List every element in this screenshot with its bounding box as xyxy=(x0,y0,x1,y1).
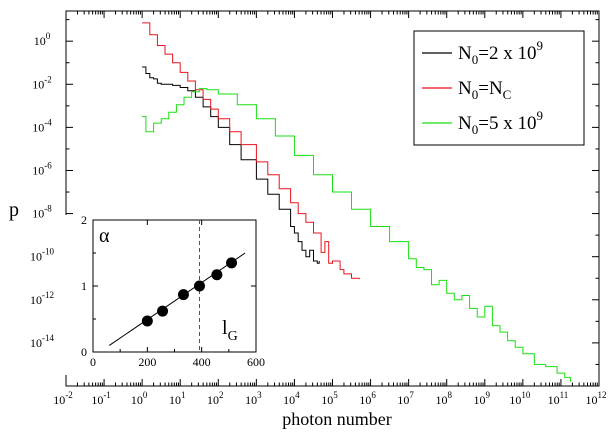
inset-plot: 0 200 400 600 0 1 2α lG xyxy=(60,213,265,375)
inset-x-label: lG xyxy=(222,317,238,344)
x-tick-label: 107 xyxy=(397,390,414,407)
x-tick-exponent: 5 xyxy=(333,390,338,400)
main-plot: 10-2 10-1 100 101 102 103 104 105 106 107 108 109 10… xyxy=(30,10,607,407)
inset-x-tick-label: 0 xyxy=(90,355,96,369)
x-tick-exponent: 1 xyxy=(181,390,186,400)
legend-sub2: C xyxy=(503,87,512,102)
y-tick-exponent: -12 xyxy=(42,290,54,300)
inset-x-tick-label: 200 xyxy=(138,355,156,369)
x-tick-exponent: -1 xyxy=(103,390,111,400)
y-tick-label: 100 xyxy=(34,31,51,48)
x-tick-exponent: 8 xyxy=(447,390,452,400)
x-tick-label: 1012 xyxy=(586,390,607,407)
inset-point xyxy=(177,289,189,301)
x-tick-exponent: 10 xyxy=(521,390,531,400)
y-tick-exponent: 0 xyxy=(46,31,51,41)
x-tick-label: 105 xyxy=(321,390,338,407)
y-tick-exponent: -14 xyxy=(42,333,54,343)
series-green xyxy=(142,88,571,382)
inset-point xyxy=(193,280,205,292)
inset-y-tick-label: 1 xyxy=(81,279,87,293)
inset-x-label-base: l xyxy=(222,317,228,339)
legend-base: N xyxy=(458,113,472,134)
legend-text: =2 x 10 xyxy=(478,43,536,64)
inset-fit-line xyxy=(109,252,246,346)
x-tick-exponent: 3 xyxy=(257,390,262,400)
x-tick-label: 104 xyxy=(283,390,300,407)
legend-text: =N xyxy=(478,78,503,99)
y-tick-label: 10-8 xyxy=(32,204,52,221)
y-tick-label: 10-4 xyxy=(32,117,52,134)
x-tick-exponent: 11 xyxy=(560,390,569,400)
inset-y-tick-label: 0 xyxy=(81,345,87,359)
x-tick-exponent: 6 xyxy=(371,390,376,400)
x-tick-label: 106 xyxy=(359,390,376,407)
inset-point xyxy=(211,269,223,281)
y-tick-label: 10-14 xyxy=(30,333,54,350)
y-tick-exponent: -4 xyxy=(44,117,52,127)
inset-x-label-sub: G xyxy=(228,329,238,344)
x-tick-exponent: 12 xyxy=(598,390,607,400)
legend-sub: 0 xyxy=(472,52,479,67)
legend-label: N0=NC xyxy=(458,78,511,102)
series-red xyxy=(142,22,360,280)
x-tick-label: 103 xyxy=(245,390,262,407)
x-tick-label: 10-2 xyxy=(53,390,73,407)
legend-sub: 0 xyxy=(472,122,479,137)
legend-text: =5 x 10 xyxy=(478,113,536,134)
inset-background xyxy=(60,215,263,375)
x-tick-exponent: 0 xyxy=(143,390,148,400)
y-tick-label: 10-10 xyxy=(30,247,54,264)
x-tick-label: 102 xyxy=(207,390,224,407)
inset-point xyxy=(226,257,238,269)
x-tick-exponent: 4 xyxy=(295,390,300,400)
legend-base: N xyxy=(458,78,472,99)
y-tick-exponent: -10 xyxy=(42,247,54,257)
inset-point xyxy=(141,315,153,327)
inset-x-tick-label: 400 xyxy=(193,355,211,369)
y-tick-label: 10-12 xyxy=(30,290,54,307)
x-tick-label: 100 xyxy=(131,390,148,407)
legend-label: N0=2 x 109 xyxy=(458,38,543,67)
x-tick-exponent: 7 xyxy=(409,390,414,400)
x-tick-exponent: -2 xyxy=(65,390,73,400)
legend-sup: 9 xyxy=(536,38,543,53)
y-tick-label: 10-2 xyxy=(32,74,52,91)
x-tick-exponent: 2 xyxy=(219,390,224,400)
inset-point xyxy=(157,305,169,317)
y-tick-label: 10-6 xyxy=(32,160,52,177)
legend-base: N xyxy=(458,43,472,64)
x-tick-label: 1011 xyxy=(548,390,569,407)
y-tick-exponent: -6 xyxy=(44,160,52,170)
inset-y-label: α xyxy=(99,225,110,247)
y-axis-label: p xyxy=(9,199,19,221)
x-tick-exponent: 9 xyxy=(486,390,491,400)
legend-label: N0=5 x 109 xyxy=(458,108,543,137)
y-tick-exponent: -2 xyxy=(44,74,52,84)
x-tick-label: 109 xyxy=(474,390,491,407)
legend-sup: 9 xyxy=(536,108,543,123)
x-tick-label: 1010 xyxy=(509,390,531,407)
inset-y-tick-label: 2 xyxy=(81,213,87,227)
inset-x-tick-label: 600 xyxy=(247,355,265,369)
x-tick-label: 101 xyxy=(169,390,186,407)
y-tick-exponent: -8 xyxy=(44,204,52,214)
x-tick-label: 108 xyxy=(435,390,452,407)
x-tick-label: 10-1 xyxy=(91,390,111,407)
legend-sub: 0 xyxy=(472,87,479,102)
x-axis-label: photon number xyxy=(282,409,392,429)
